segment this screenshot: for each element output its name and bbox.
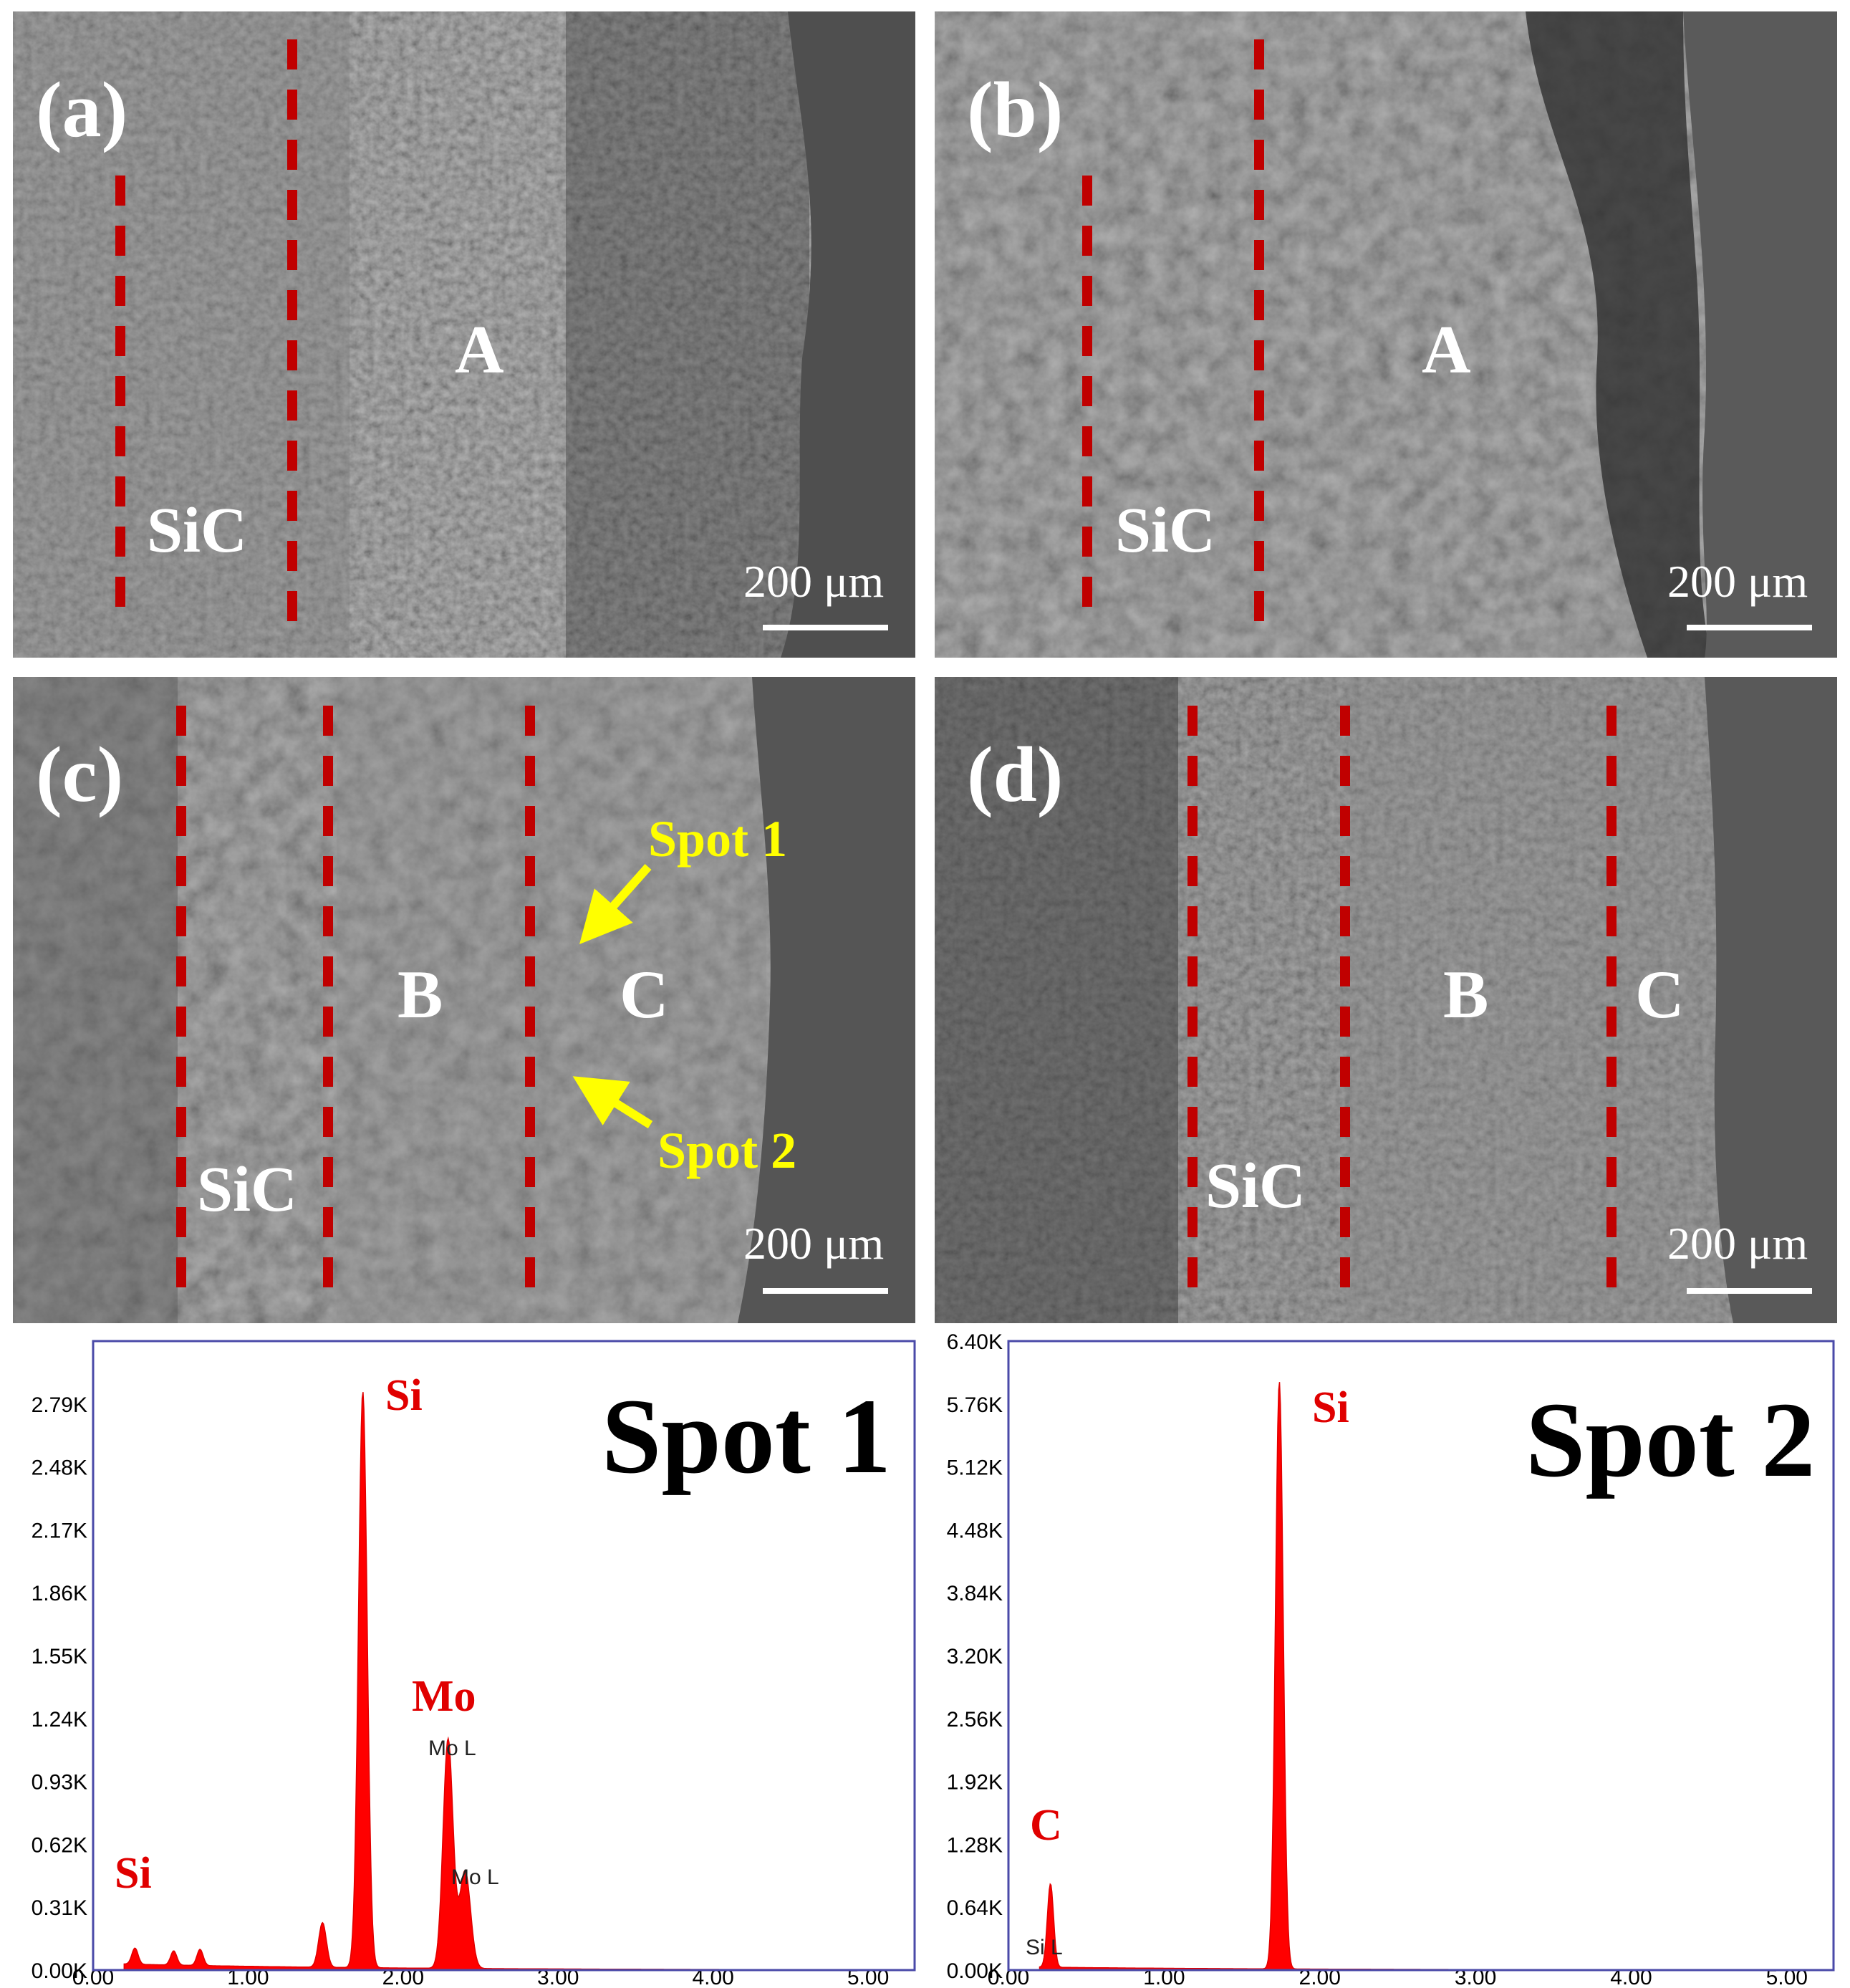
chart-title: Spot 2 <box>1526 1380 1815 1499</box>
plot-frame <box>1007 1340 1835 1972</box>
element-label-mo: Mo <box>412 1672 476 1721</box>
y-tick-label: 0.00K <box>32 1959 87 1983</box>
sic-label: SiC <box>197 1154 297 1225</box>
sem-panel-a: (a) A SiC 200 μm <box>13 11 915 658</box>
element-label-si-l: Si <box>115 1849 152 1898</box>
sic-label: SiC <box>1115 495 1215 566</box>
panel-label-c: (c) <box>36 731 123 818</box>
panel-label-b: (b) <box>967 66 1063 153</box>
spot-1-label: Spot 1 <box>648 810 787 868</box>
spot-1-arrow <box>579 864 652 944</box>
y-tick-label: 2.48K <box>32 1456 87 1480</box>
region-label-a: A <box>455 312 504 388</box>
y-tick-label: 1.24K <box>32 1708 87 1732</box>
y-tick-label: 3.20K <box>947 1645 1003 1668</box>
y-tick-label: 1.55K <box>32 1645 87 1668</box>
sem-panel-c: (c) B C SiC Spot 1 Spot 2 200 μm <box>13 677 915 1323</box>
peak-label-mo-l: Mo L <box>451 1865 499 1889</box>
sem-panel-b: (b) A SiC 200 μm <box>935 11 1837 658</box>
y-tick-label: 0.93K <box>32 1771 87 1795</box>
y-tick-label: 2.56K <box>947 1708 1003 1732</box>
sic-label: SiC <box>1205 1151 1306 1221</box>
y-tick-label: 2.79K <box>32 1393 87 1417</box>
region-label-c: C <box>1635 956 1685 1032</box>
region-label-c: C <box>620 956 669 1032</box>
plot-frame <box>92 1340 916 1972</box>
y-tick-label: 4.48K <box>947 1519 1003 1542</box>
region-label-b: B <box>398 956 443 1032</box>
panel-label-a: (a) <box>36 66 127 153</box>
spot-2-arrow <box>572 1076 653 1129</box>
y-tick-label: 6.40K <box>947 1330 1003 1354</box>
y-tick-label: 3.84K <box>947 1582 1003 1605</box>
spot-2-label: Spot 2 <box>657 1122 796 1179</box>
peak-label-mo-l: Mo L <box>428 1737 476 1760</box>
y-tick-labels: 0.00K 0.64K 1.28K 1.92K 2.56K 3.20K 3.84K 4.48K… <box>947 1330 1003 1983</box>
eds-spectrum-spot-2: 0.00K 0.64K 1.28K 1.92K 2.56K 3.20K 3.84K 4.48K… <box>947 1330 1835 1988</box>
chart-title: Spot 1 <box>602 1377 891 1496</box>
element-label-si: Si <box>1312 1383 1349 1432</box>
scale-bar-label: 200 μm <box>1667 556 1808 607</box>
region-label-a: A <box>1422 312 1471 388</box>
y-tick-label: 1.92K <box>947 1771 1003 1795</box>
y-tick-label: 5.12K <box>947 1456 1003 1480</box>
y-tick-labels: 0.00K 0.31K 0.62K 0.93K 1.24K 1.55K 1.86K 2.17K… <box>32 1393 87 1983</box>
peak-label-si-l: Si L <box>1026 1936 1063 1959</box>
y-tick-label: 5.76K <box>947 1393 1003 1417</box>
y-tick-label: 0.64K <box>947 1896 1003 1920</box>
scale-bar-label: 200 μm <box>743 556 884 607</box>
eds-spectrum-spot-1: 0.00K 0.31K 0.62K 0.93K 1.24K 1.55K 1.86K 2.17K… <box>32 1340 916 1988</box>
y-tick-label: 1.86K <box>32 1582 87 1605</box>
y-tick-label: 0.31K <box>32 1896 87 1920</box>
sem-panel-d: (d) B C SiC 200 μm <box>935 677 1837 1323</box>
y-tick-label: 2.17K <box>32 1519 87 1542</box>
panel-label-d: (d) <box>967 731 1063 818</box>
y-tick-label: 0.00K <box>947 1959 1003 1983</box>
sic-label: SiC <box>147 495 247 566</box>
scale-bar-label: 200 μm <box>743 1218 884 1269</box>
scale-bar-label: 200 μm <box>1667 1218 1808 1269</box>
region-label-b: B <box>1443 956 1488 1032</box>
element-label-si: Si <box>385 1371 423 1420</box>
y-tick-label: 1.28K <box>947 1833 1003 1857</box>
element-label-c: C <box>1030 1801 1062 1850</box>
y-tick-label: 0.62K <box>32 1833 87 1857</box>
